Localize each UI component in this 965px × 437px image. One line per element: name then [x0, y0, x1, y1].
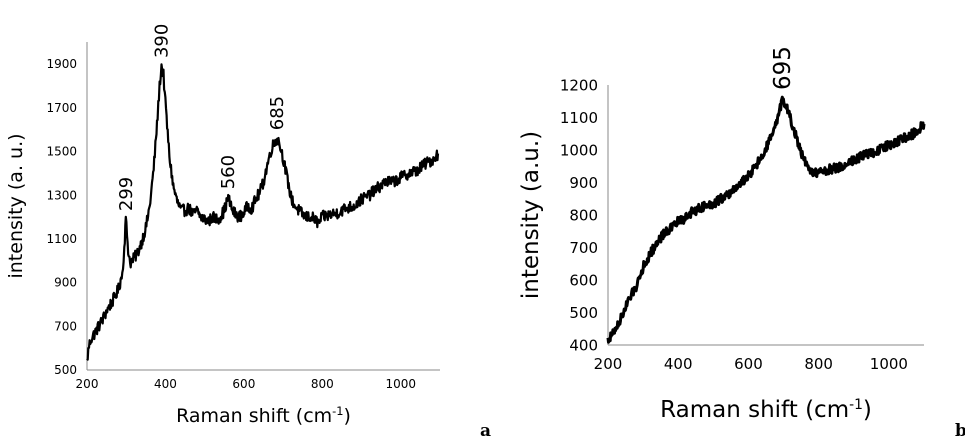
y-tick-label: 1200 — [560, 76, 598, 94]
y-tick-label: 900 — [569, 174, 598, 192]
peak-label: 299 — [116, 177, 137, 211]
y-tick-label: 700 — [54, 319, 77, 333]
peak-label: 390 — [152, 24, 173, 58]
y-tick-label: 500 — [54, 363, 77, 377]
x-tick-label: 200 — [76, 377, 99, 391]
x-tick-label: 1000 — [870, 355, 908, 373]
x-tick-label: 600 — [734, 355, 763, 373]
y-tick-label: 900 — [54, 276, 77, 290]
x-axis-title: Raman shift (cm-1) — [176, 404, 351, 427]
y-axis-title: intensity (a.u.) — [518, 131, 544, 299]
y-tick-label: 800 — [569, 206, 598, 224]
y-axis-title: intensity (a. u.) — [5, 133, 27, 278]
y-tick-label: 600 — [569, 271, 598, 289]
x-axis-title-main: Raman shift (cm — [660, 397, 849, 423]
x-tick-label: 200 — [594, 355, 623, 373]
y-tick-label: 1000 — [560, 141, 598, 159]
x-tick-label: 800 — [804, 355, 833, 373]
x-axis-title-end: ) — [863, 397, 872, 423]
x-tick-label: 400 — [664, 355, 693, 373]
y-tick-label: 1900 — [46, 57, 77, 71]
x-tick-label: 400 — [154, 377, 177, 391]
y-tick-label: 1100 — [46, 232, 77, 246]
y-tick-label: 400 — [569, 336, 598, 354]
x-axis-title-sup: -1 — [332, 404, 343, 418]
peak-label: 560 — [218, 155, 239, 189]
x-axis-title-end: ) — [344, 405, 351, 427]
y-tick-label: 1700 — [46, 101, 77, 115]
x-tick-label: 1000 — [386, 377, 417, 391]
chart-panel-a: 500 700 900 1100 1300 1500 1700 1900 200 400 600 80… — [5, 24, 491, 437]
spectrum-line — [86, 63, 440, 361]
y-tick-label: 1500 — [46, 145, 77, 159]
y-tick-label: 1300 — [46, 188, 77, 202]
y-tick-label: 500 — [569, 304, 598, 322]
peak-label: 695 — [770, 46, 796, 90]
y-tick-label: 700 — [569, 239, 598, 257]
peak-label: 685 — [267, 96, 288, 130]
x-tick-label: 600 — [232, 377, 255, 391]
y-tick-label: 1100 — [560, 109, 598, 127]
x-axis-title-main: Raman shift (cm — [176, 405, 332, 427]
x-axis-title-sup: -1 — [849, 397, 863, 413]
x-tick-label: 800 — [311, 377, 334, 391]
panel-letter: b — [955, 421, 965, 437]
spectrum-line — [606, 95, 926, 344]
panel-letter: a — [480, 421, 491, 437]
x-axis-title: Raman shift (cm-1) — [660, 397, 872, 423]
